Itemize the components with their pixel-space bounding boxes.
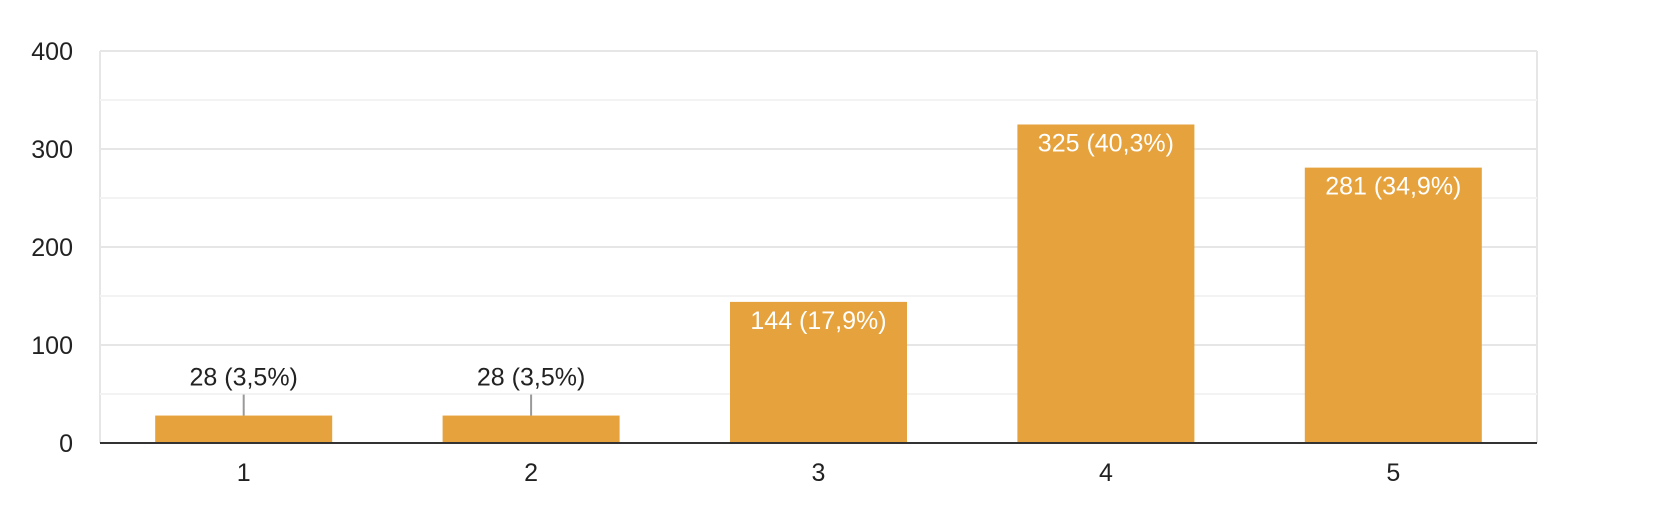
bar-2 [442,415,620,443]
bar-3 [730,301,907,443]
data-label: 281 (34,9%) [1325,173,1461,201]
x-tick-label: 3 [812,459,826,487]
x-axis: 1 2 3 4 5 [100,442,1537,487]
bar-4 [1017,124,1195,443]
bar-5 [1304,167,1482,443]
x-tick-label: 4 [1099,459,1113,487]
x-tick-label: 2 [524,459,538,487]
data-labels: 28 (3,5%) 28 (3,5%) 144 (17,9%) 325 (40,3%)… [190,130,1461,416]
y-axis: 0 100 200 300 400 [31,38,73,458]
y-tick-label: 0 [59,430,73,458]
data-label: 325 (40,3%) [1038,130,1174,158]
bars [155,124,1482,443]
y-tick-label: 100 [31,332,73,360]
y-tick-label: 400 [31,38,73,66]
x-tick-label: 5 [1386,459,1400,487]
data-label: 28 (3,5%) [190,364,298,392]
data-label: 28 (3,5%) [477,364,585,392]
bar-1 [155,415,333,443]
data-label: 144 (17,9%) [750,307,886,335]
y-tick-label: 300 [31,136,73,164]
x-tick-label: 1 [237,459,251,487]
y-tick-label: 200 [31,234,73,262]
